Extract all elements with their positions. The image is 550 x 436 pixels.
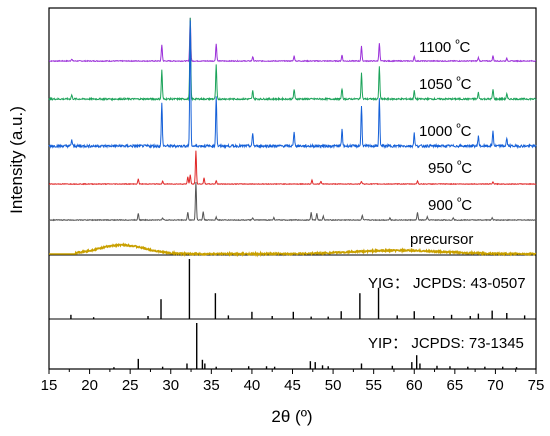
x-tick-label: 55 — [365, 377, 382, 394]
reference-label: YIG： JCPDS: 43-0507 — [368, 275, 526, 292]
series-label: 1000 ºC — [419, 122, 472, 140]
x-tick-label: 75 — [528, 377, 545, 394]
x-tick-label: 70 — [487, 377, 504, 394]
y-axis-label: Intensity (a.u.) — [7, 106, 26, 214]
x-axis-label: 2θ (º) — [271, 407, 312, 426]
x-tick-label: 20 — [81, 377, 98, 394]
x-tick-label: 35 — [203, 377, 220, 394]
x-tick-label: 60 — [406, 377, 423, 394]
x-tick-label: 45 — [284, 377, 301, 394]
pattern-line — [48, 150, 537, 186]
series-label: 1050 ºC — [419, 75, 472, 93]
series-label: 1100 ºC — [419, 38, 470, 56]
x-tick-label: 15 — [41, 377, 58, 394]
x-tick-label: 40 — [244, 377, 261, 394]
pattern-line — [48, 20, 537, 150]
x-axis-ticks: 15 20 25 30 35 40 45 50 55 60 65 70 75 — [41, 369, 545, 394]
series-label: 950 ºC — [428, 159, 472, 177]
x-tick-label: 65 — [446, 377, 463, 394]
diffraction-patterns — [48, 17, 537, 258]
series-label: 900 ºC — [428, 196, 472, 214]
plot-frame — [48, 7, 537, 370]
series-label: precursor — [410, 231, 473, 248]
pattern-line — [49, 242, 537, 258]
pattern-line — [48, 17, 537, 63]
x-tick-label: 50 — [325, 377, 342, 394]
pattern-line — [48, 17, 537, 102]
reference-sticks — [70, 259, 526, 369]
reference-label: YIP： JCPDS: 73-1345 — [368, 335, 524, 352]
pattern-line — [48, 181, 537, 222]
x-tick-label: 25 — [122, 377, 139, 394]
series-labels: 1100 ºC 1050 ºC 1000 ºC 950 ºC 900 ºC precurs… — [368, 38, 526, 352]
x-tick-label: 30 — [162, 377, 179, 394]
